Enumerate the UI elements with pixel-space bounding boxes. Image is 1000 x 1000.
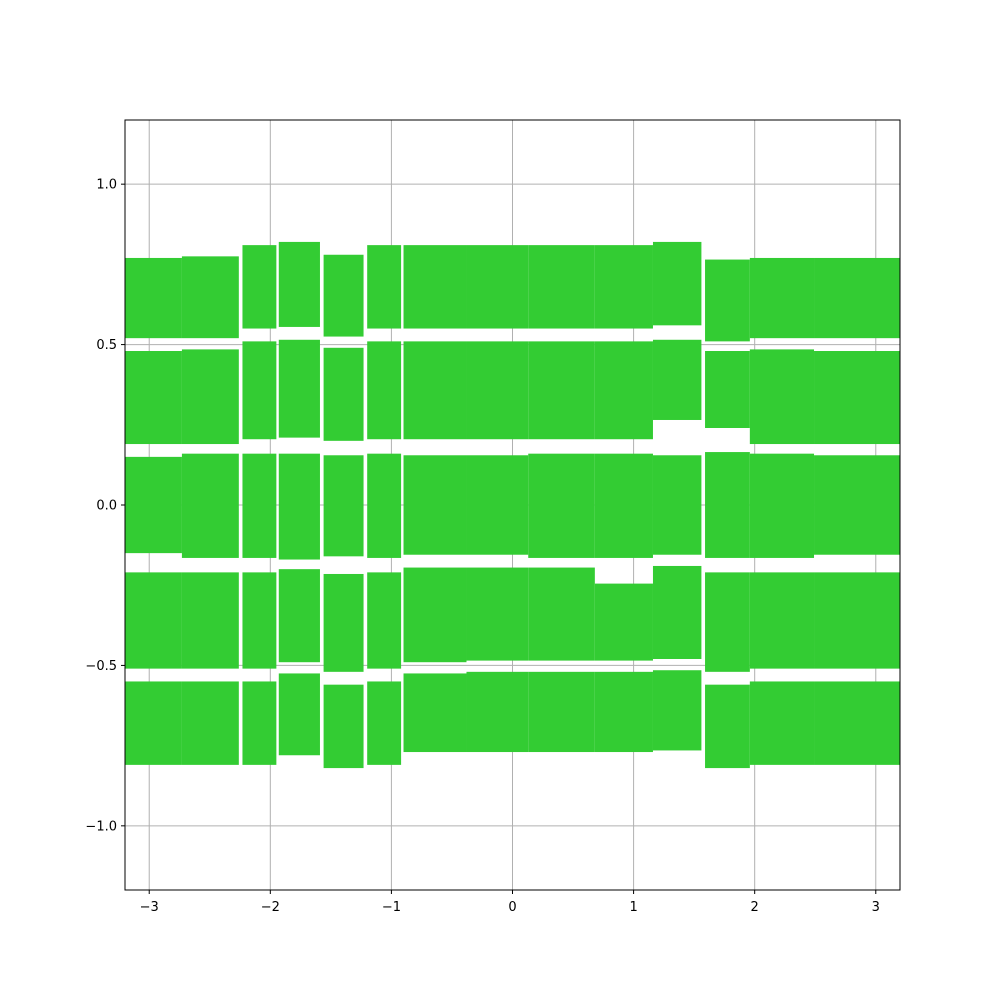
bar — [594, 453, 653, 558]
bar — [242, 341, 277, 440]
x-tick-label: 3 — [872, 900, 880, 915]
bar — [652, 339, 702, 420]
bar — [594, 671, 653, 753]
bar — [749, 572, 815, 669]
bar — [323, 455, 364, 557]
bar — [125, 351, 182, 445]
bar — [403, 341, 467, 440]
bar — [323, 684, 364, 769]
bar — [367, 341, 402, 440]
bar — [466, 245, 529, 329]
bar — [528, 671, 595, 753]
bar — [125, 572, 182, 669]
bar — [466, 567, 529, 661]
bar — [594, 341, 653, 440]
ticks: −3 −2 −1 0 1 2 3 −1.0 −0.5 0.0 0.5 1.0 — [85, 178, 880, 915]
y-tick-label: −1.0 — [85, 819, 117, 834]
bar — [652, 670, 702, 751]
bar — [181, 453, 239, 558]
bar — [528, 341, 595, 440]
bars — [125, 241, 900, 769]
bar — [181, 349, 239, 445]
y-tick-label: −0.5 — [85, 659, 117, 674]
bar — [181, 681, 239, 765]
y-tick-label: 1.0 — [96, 178, 117, 193]
bar — [749, 453, 815, 558]
bar — [278, 569, 320, 663]
bar — [814, 572, 900, 669]
bar — [594, 583, 653, 661]
bar — [814, 681, 900, 765]
bar — [278, 673, 320, 756]
bar — [749, 349, 815, 445]
bar — [652, 241, 702, 326]
bar — [466, 341, 529, 440]
bar — [814, 351, 900, 445]
bar — [705, 572, 750, 672]
bar — [814, 257, 900, 339]
y-tick-label: 0.0 — [96, 499, 117, 514]
bar — [367, 681, 402, 765]
bar — [652, 455, 702, 555]
bar — [403, 567, 467, 663]
bar — [403, 245, 467, 329]
bar — [125, 681, 182, 765]
bar — [749, 681, 815, 765]
bar — [323, 347, 364, 441]
bar — [528, 453, 595, 558]
bar — [367, 453, 402, 558]
bar — [705, 452, 750, 558]
bar — [367, 245, 402, 329]
bar — [367, 572, 402, 669]
bar — [181, 256, 239, 339]
x-tick-label: 0 — [508, 900, 516, 915]
bar — [705, 351, 750, 428]
bar — [323, 573, 364, 672]
x-tick-label: −2 — [261, 900, 280, 915]
bar — [652, 565, 702, 659]
bar — [466, 455, 529, 555]
bar — [403, 673, 467, 753]
bar — [594, 245, 653, 329]
bar — [749, 257, 815, 339]
bar — [323, 254, 364, 337]
bar — [528, 245, 595, 329]
x-tick-label: 1 — [629, 900, 637, 915]
bar — [181, 572, 239, 669]
bar — [278, 453, 320, 560]
x-tick-label: 2 — [751, 900, 759, 915]
bar — [125, 456, 182, 554]
bar — [278, 241, 320, 327]
bar — [814, 455, 900, 555]
bar — [242, 681, 277, 765]
bar — [705, 259, 750, 342]
bar — [466, 671, 529, 753]
bar — [705, 684, 750, 769]
y-tick-label: 0.5 — [96, 338, 117, 353]
bar — [242, 453, 277, 558]
bar — [278, 339, 320, 438]
bar — [403, 455, 467, 555]
bar — [125, 257, 182, 339]
x-tick-label: −1 — [382, 900, 401, 915]
bar — [242, 572, 277, 669]
bar — [528, 567, 595, 661]
x-tick-label: −3 — [140, 900, 159, 915]
bar — [242, 245, 277, 329]
